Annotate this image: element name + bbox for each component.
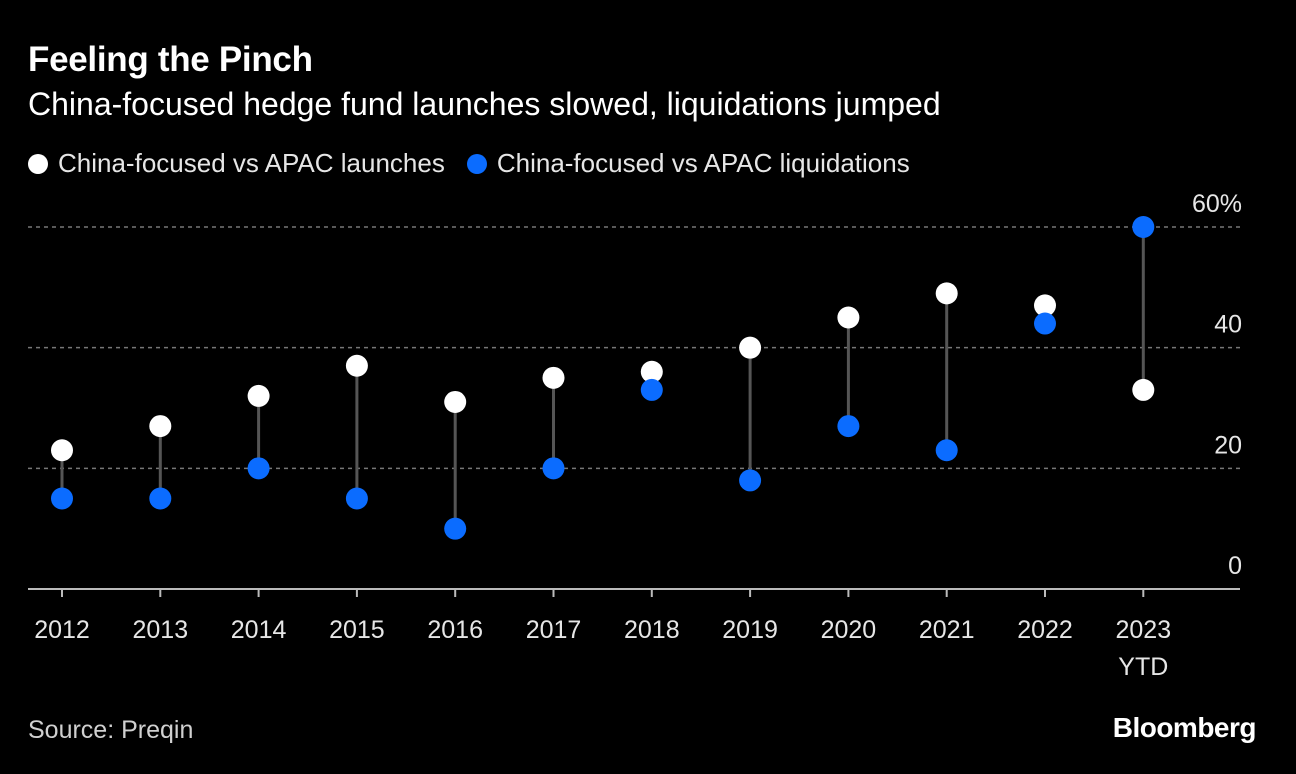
- y-tick-label: 20: [1214, 431, 1242, 459]
- liquidations-point: [51, 487, 73, 510]
- launches-point: [640, 360, 663, 383]
- launches-dot-icon: [28, 153, 48, 174]
- liquidations-point: [1034, 312, 1056, 335]
- launches-point: [1132, 378, 1155, 401]
- x-tick-label: 2015: [329, 616, 385, 644]
- x-tick-label: 2012: [34, 616, 90, 644]
- legend-label-liquidations: China-focused vs APAC liquidations: [496, 148, 910, 178]
- liquidations-point: [542, 457, 565, 480]
- liquidations-dot-icon: [466, 153, 487, 174]
- y-tick-label: 60%: [1192, 190, 1242, 218]
- y-tick-label: 0: [1228, 552, 1242, 580]
- bloomberg-logo: Bloomberg: [1112, 712, 1257, 743]
- legend: China-focused vs APAC launches China-foc…: [28, 148, 932, 179]
- chart-subtitle: China-focused hedge fund launches slowed…: [28, 86, 941, 122]
- x-tick-label: 2013: [132, 616, 188, 644]
- x-tick-label: 2023: [1115, 616, 1171, 644]
- launches-point: [51, 439, 73, 462]
- launches-point: [542, 366, 565, 389]
- y-tick-label: 40: [1214, 311, 1242, 339]
- x-tick-label: 2022: [1017, 616, 1073, 644]
- x-tick-label: 2020: [821, 616, 877, 644]
- x-tick-label: 2021: [919, 616, 975, 644]
- x-tick-label: 2018: [624, 616, 680, 644]
- liquidations-point: [837, 415, 860, 438]
- launches-point: [149, 415, 172, 438]
- launches-point: [935, 282, 958, 305]
- liquidations-point: [739, 469, 762, 492]
- x-tick-label: 2017: [526, 616, 582, 644]
- launches-point: [444, 390, 467, 413]
- liquidations-point: [345, 487, 368, 510]
- liquidations-point: [935, 439, 958, 462]
- launches-point: [837, 306, 860, 329]
- liquidations-point: [640, 378, 663, 401]
- liquidations-point: [1132, 216, 1155, 238]
- x-tick-label: 2019: [722, 616, 778, 644]
- chart-title: Feeling the Pinch: [28, 40, 313, 79]
- legend-label-launches: China-focused vs APAC launches: [58, 148, 445, 178]
- launches-point: [345, 354, 368, 377]
- liquidations-point: [149, 487, 172, 510]
- x-tick-label: 2016: [427, 616, 483, 644]
- launches-point: [739, 336, 762, 359]
- launches-point: [1034, 294, 1056, 317]
- liquidations-point: [247, 457, 270, 480]
- x-tick-label: 2014: [231, 616, 287, 644]
- legend-item-launches: China-focused vs APAC launches: [28, 148, 445, 179]
- source-note: Source: Preqin: [28, 716, 194, 744]
- x-tick-sublabel: YTD: [1118, 653, 1168, 681]
- liquidations-point: [444, 517, 467, 540]
- launches-point: [247, 384, 270, 407]
- legend-item-liquidations: China-focused vs APAC liquidations: [466, 148, 910, 179]
